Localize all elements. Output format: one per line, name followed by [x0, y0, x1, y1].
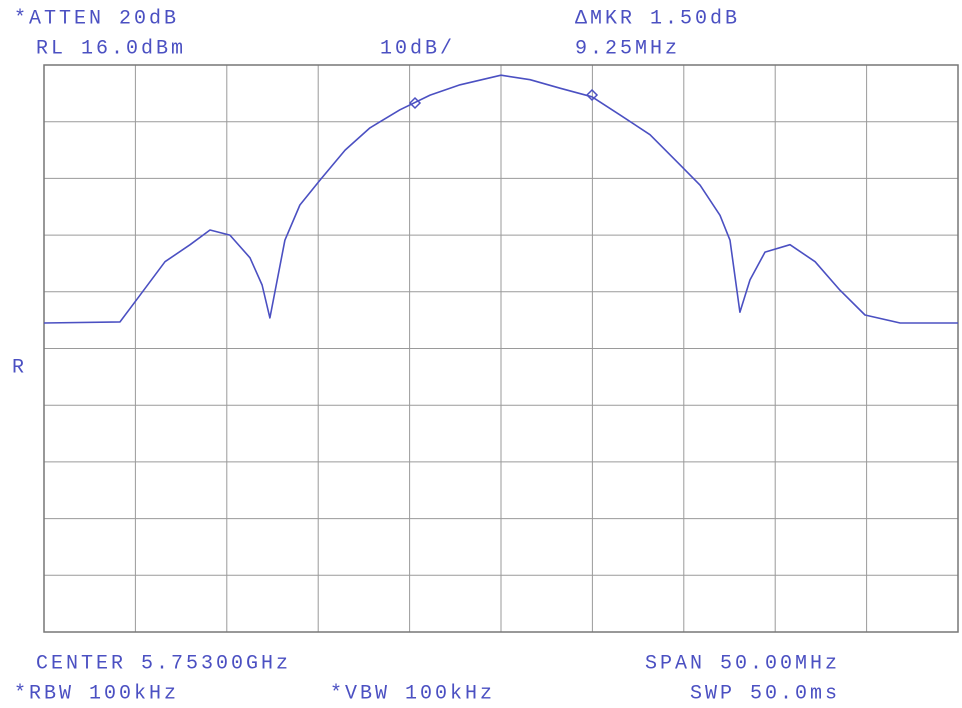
marker-freq-label: 9.25MHz — [575, 37, 680, 60]
trace — [43, 74, 958, 324]
atten-label: *ATTEN 20dB — [14, 7, 179, 30]
sweep-label: SWP 50.0ms — [690, 682, 840, 705]
delta-marker-label: ΔMKR 1.50dB — [575, 7, 740, 30]
plot-frame — [43, 64, 959, 633]
scale-label: 10dB/ — [380, 37, 455, 60]
vbw-label: *VBW 100kHz — [330, 682, 495, 705]
delta-marker — [585, 88, 599, 102]
grid — [44, 65, 958, 632]
ref-level-label: RL 16.0dBm — [36, 37, 186, 60]
ref-mark: R — [12, 356, 27, 379]
span-label: SPAN 50.00MHz — [645, 652, 840, 675]
center-label: CENTER 5.75300GHz — [36, 652, 291, 675]
rbw-label: *RBW 100kHz — [14, 682, 179, 705]
